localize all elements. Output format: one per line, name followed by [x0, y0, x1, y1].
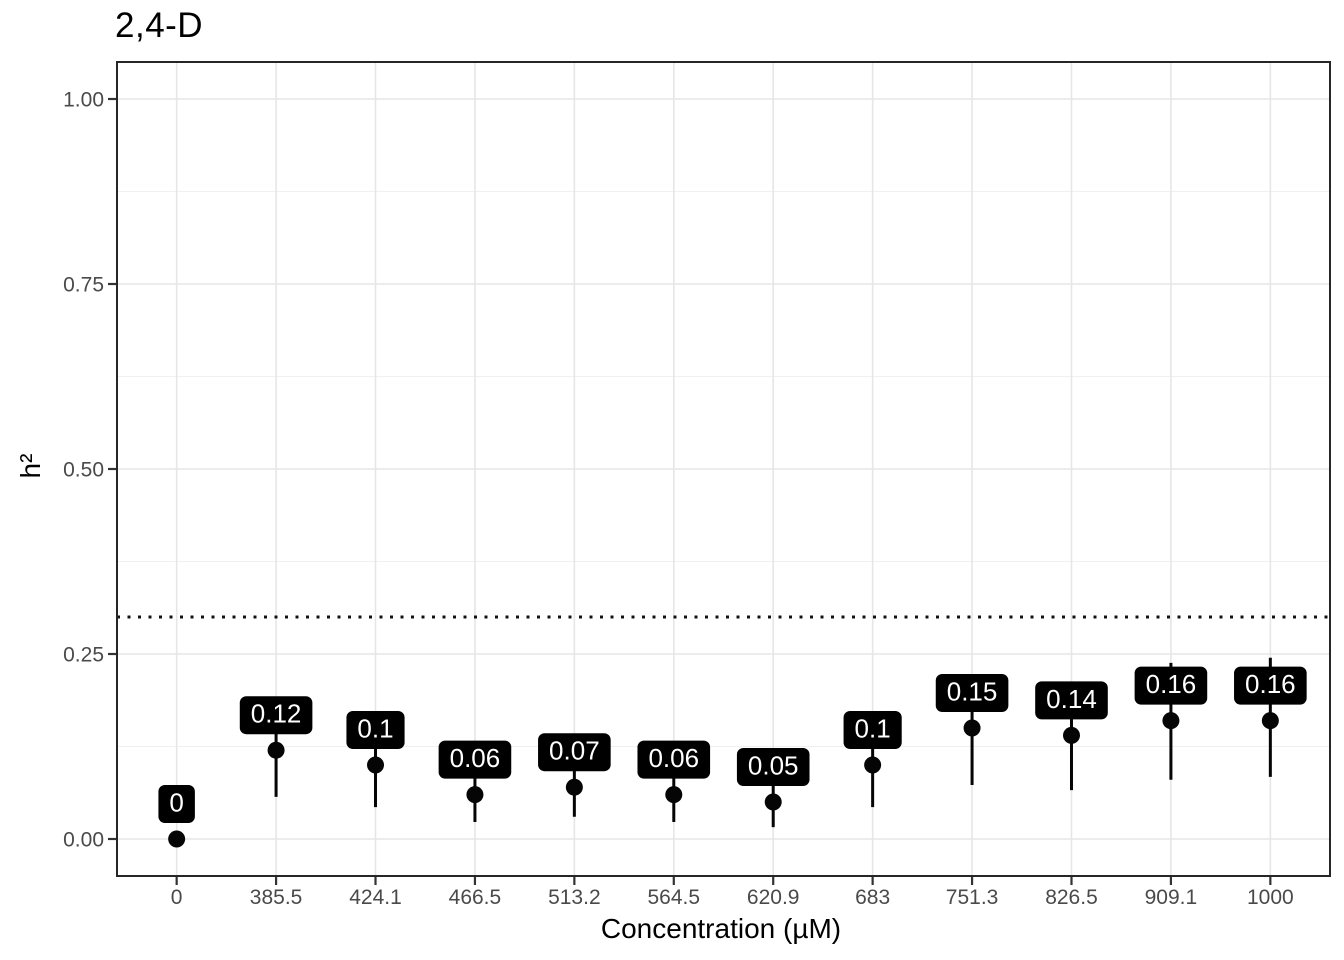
- x-tick-label: 1000: [1247, 886, 1294, 909]
- value-label-box: [1134, 666, 1208, 705]
- value-label-text: 0: [169, 788, 183, 818]
- x-tick-label: 564.5: [648, 886, 701, 909]
- data-point: [1261, 712, 1279, 730]
- value-label-text: 0.05: [748, 751, 799, 781]
- value-label-text: 0.14: [1046, 684, 1097, 714]
- value-label-text: 0.07: [549, 736, 600, 766]
- data-point: [466, 786, 484, 804]
- value-label: 0.1: [346, 711, 405, 749]
- value-label-text: 0.15: [947, 677, 998, 707]
- value-label: 0.12: [239, 696, 313, 735]
- value-label-text: 0.06: [648, 743, 699, 773]
- x-tick-label: 0: [171, 886, 183, 909]
- data-point: [367, 756, 385, 774]
- y-tick-label: 0.50: [63, 459, 104, 482]
- x-tick-label: 385.5: [250, 886, 303, 909]
- value-label: 0.06: [637, 740, 711, 779]
- value-label: 0.05: [736, 748, 810, 786]
- axis-ticks: [108, 97, 1272, 885]
- y-tick-labels: 0.00 0.25 0.50 0.75 1.00: [63, 89, 104, 852]
- value-label-box: [843, 711, 902, 749]
- value-label: 0.07: [538, 733, 611, 772]
- value-label-box: [239, 696, 313, 735]
- x-tick-label: 751.3: [946, 886, 999, 909]
- value-labels: 0 0.12 0.1 0.06 0.07 0.06 0.05 0.1 0.15 0.14 0.16 0…: [158, 666, 1307, 823]
- x-tick-labels: 0 385.5 424.1 466.5 513.2 564.5 620.9 683 751.3 8…: [171, 886, 1294, 909]
- value-label: 0.06: [438, 740, 512, 779]
- x-tick-label: 424.1: [349, 886, 402, 909]
- chart-title: 2,4-D: [115, 6, 204, 45]
- gridlines-minor: [117, 191, 1330, 747]
- value-label-box: [538, 733, 611, 772]
- value-label-box: [438, 740, 512, 779]
- value-label: 0.15: [935, 674, 1009, 712]
- value-label: 0.16: [1234, 666, 1307, 705]
- data-point: [864, 756, 882, 774]
- value-label: 0.1: [843, 711, 902, 749]
- data-point: [665, 786, 683, 804]
- value-label-box: [1035, 681, 1108, 720]
- value-label-box: [1234, 666, 1307, 705]
- x-tick-label: 513.2: [548, 886, 601, 909]
- x-tick-label: 466.5: [449, 886, 502, 909]
- value-label: 0.16: [1134, 666, 1208, 705]
- x-tick-label: 826.5: [1045, 886, 1098, 909]
- x-tick-label: 909.1: [1145, 886, 1198, 909]
- data-point: [963, 719, 981, 737]
- value-label: 0: [158, 785, 195, 823]
- value-label-text: 0.16: [1245, 669, 1296, 699]
- y-tick-label: 0.75: [63, 274, 104, 297]
- x-tick-label: 620.9: [747, 886, 800, 909]
- value-label-box: [637, 740, 711, 779]
- data-point: [168, 830, 186, 848]
- value-label: 0.14: [1035, 681, 1108, 720]
- y-tick-label: 0.00: [63, 829, 104, 852]
- data-point: [1162, 712, 1180, 730]
- value-label-box: [158, 785, 195, 823]
- data-point: [565, 778, 583, 796]
- value-label-text: 0.12: [251, 699, 302, 729]
- value-label-box: [935, 674, 1009, 712]
- value-label-text: 0.06: [450, 743, 501, 773]
- panel-border: [116, 61, 1331, 877]
- value-label-text: 0.1: [855, 714, 891, 744]
- x-axis-title: Concentration (µM): [600, 913, 842, 944]
- value-label-text: 0.16: [1146, 669, 1197, 699]
- data-point: [764, 793, 782, 811]
- value-label-box: [346, 711, 405, 749]
- data-point: [1062, 726, 1080, 744]
- y-tick-label: 1.00: [63, 89, 104, 112]
- data-points: [168, 712, 1279, 848]
- x-tick-label: 683: [855, 886, 890, 909]
- y-axis-title: h²: [15, 453, 46, 479]
- value-label-box: [736, 748, 810, 786]
- y-tick-label: 0.25: [63, 644, 104, 667]
- data-point: [267, 741, 285, 759]
- value-label-text: 0.1: [357, 714, 393, 744]
